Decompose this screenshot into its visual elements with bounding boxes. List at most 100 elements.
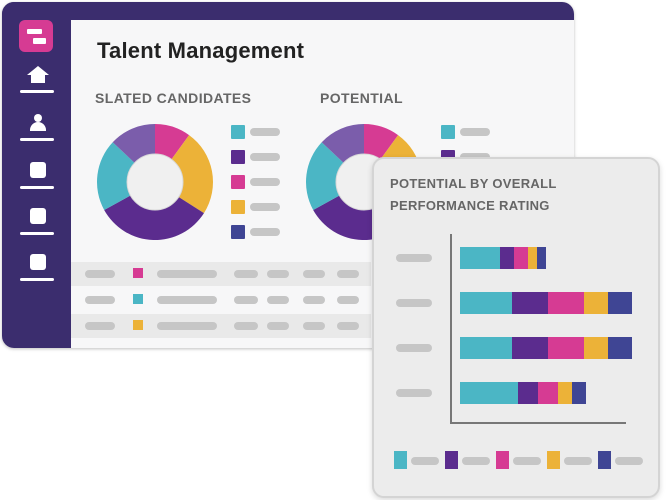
- table-cell-placeholder: [85, 296, 115, 304]
- bar-segment-row2-series2: [512, 292, 548, 314]
- legend-swatch: [231, 200, 245, 214]
- sidebar-item-underline: [20, 278, 54, 281]
- bar-segment-row2-series5: [608, 292, 632, 314]
- table-row-status-marker: [133, 268, 143, 278]
- table-cell-placeholder: [337, 296, 359, 304]
- bar-segment-row2-series1: [460, 292, 512, 314]
- sidebar-item-documents-1[interactable]: [20, 162, 56, 194]
- document-icon: [30, 162, 46, 178]
- bar-segment-row4-series3: [538, 382, 558, 404]
- bar-segment-row2-series4: [584, 292, 608, 314]
- bar-segment-row1-series5: [537, 247, 546, 269]
- legend-swatch: [231, 150, 245, 164]
- legend-swatch: [231, 125, 245, 139]
- sidebar-item-underline: [20, 90, 54, 93]
- legend-placeholder-label: [564, 457, 592, 465]
- sidebar-item-underline: [20, 186, 54, 189]
- bar-segment-row2-series3: [548, 292, 584, 314]
- legend-swatch: [445, 451, 458, 469]
- table-cell-placeholder: [157, 296, 217, 304]
- bar-segment-row1-series4: [528, 247, 537, 269]
- table-cell-placeholder: [303, 296, 325, 304]
- document-icon: [30, 254, 46, 270]
- bar-segment-row4-series2: [518, 382, 538, 404]
- table-row-status-marker: [133, 320, 143, 330]
- legend-placeholder-label: [250, 153, 280, 161]
- table-cell-placeholder: [267, 322, 289, 330]
- legend-swatch: [598, 451, 611, 469]
- table-cell-placeholder: [303, 270, 325, 278]
- potential-slice-1: [364, 124, 399, 160]
- table-row[interactable]: [71, 288, 371, 312]
- slated-slice-3: [104, 195, 204, 240]
- potential-slice-4: [306, 142, 344, 210]
- legend-swatch: [394, 451, 407, 469]
- table-cell-placeholder: [85, 322, 115, 330]
- bar-segment-row3-series2: [512, 337, 548, 359]
- slated-candidates-donut-chart: [97, 124, 213, 240]
- table-cell-placeholder: [234, 322, 258, 330]
- window-top-bar: [2, 2, 574, 20]
- document-icon: [30, 208, 46, 224]
- bar-category-label: [396, 389, 432, 397]
- legend-placeholder-label: [513, 457, 541, 465]
- legend-swatch: [547, 451, 560, 469]
- table-row[interactable]: [71, 262, 371, 286]
- sidebar-item-people[interactable]: [20, 114, 56, 146]
- legend-placeholder-label: [250, 203, 280, 211]
- slated-slice-5: [112, 124, 155, 163]
- table-cell-placeholder: [337, 270, 359, 278]
- sidebar-item-documents-3[interactable]: [20, 254, 56, 286]
- table-row[interactable]: [71, 314, 371, 338]
- legend-placeholder-label: [615, 457, 643, 465]
- chart-x-axis: [450, 422, 626, 424]
- slated-slice-1: [155, 124, 190, 160]
- user-icon: [30, 114, 46, 131]
- sidebar-item-home[interactable]: [20, 66, 56, 98]
- bar-segment-row3-series5: [608, 337, 632, 359]
- home-icon: [27, 66, 49, 83]
- legend-swatch: [496, 451, 509, 469]
- bar-segment-row1-series3: [514, 247, 528, 269]
- bar-segment-row4-series4: [558, 382, 572, 404]
- table-cell-placeholder: [234, 296, 258, 304]
- legend-placeholder-label: [462, 457, 490, 465]
- table-cell-placeholder: [85, 270, 115, 278]
- table-cell-placeholder: [157, 322, 217, 330]
- card-title: POTENTIAL BY OVERALL PERFORMANCE RATING: [390, 176, 557, 213]
- sidebar-item-underline: [20, 232, 54, 235]
- bar-segment-row3-series3: [548, 337, 584, 359]
- bar-segment-row4-series5: [572, 382, 586, 404]
- bar-category-label: [396, 344, 432, 352]
- bar-segment-row4-series1: [460, 382, 518, 404]
- table-row-status-marker: [133, 294, 143, 304]
- chart-y-axis: [450, 234, 452, 424]
- slated-slice-2: [171, 135, 213, 214]
- legend-swatch: [441, 125, 455, 139]
- table-cell-placeholder: [267, 296, 289, 304]
- legend-swatch: [231, 225, 245, 239]
- app-logo-icon[interactable]: [19, 20, 53, 52]
- bar-segment-row3-series4: [584, 337, 608, 359]
- sidebar: [2, 2, 71, 348]
- legend-placeholder-label: [411, 457, 439, 465]
- legend-placeholder-label: [250, 128, 280, 136]
- bar-segment-row1-series2: [500, 247, 514, 269]
- slated-donut-hole: [126, 153, 184, 211]
- legend-placeholder-label: [250, 228, 280, 236]
- sidebar-item-documents-2[interactable]: [20, 208, 56, 240]
- legend-placeholder-label: [250, 178, 280, 186]
- legend-placeholder-label: [460, 128, 490, 136]
- table-cell-placeholder: [337, 322, 359, 330]
- bar-segment-row3-series1: [460, 337, 512, 359]
- sidebar-item-underline: [20, 138, 54, 141]
- slated-candidates-label: SLATED CANDIDATES: [95, 90, 252, 106]
- bar-category-label: [396, 254, 432, 262]
- bar-segment-row1-series1: [460, 247, 500, 269]
- page-title: Talent Management: [97, 38, 305, 63]
- performance-rating-card: POTENTIAL BY OVERALL PERFORMANCE RATING: [372, 157, 660, 498]
- bar-category-label: [396, 299, 432, 307]
- potential-label: POTENTIAL: [320, 90, 403, 106]
- slated-slice-4: [97, 142, 135, 210]
- table-cell-placeholder: [234, 270, 258, 278]
